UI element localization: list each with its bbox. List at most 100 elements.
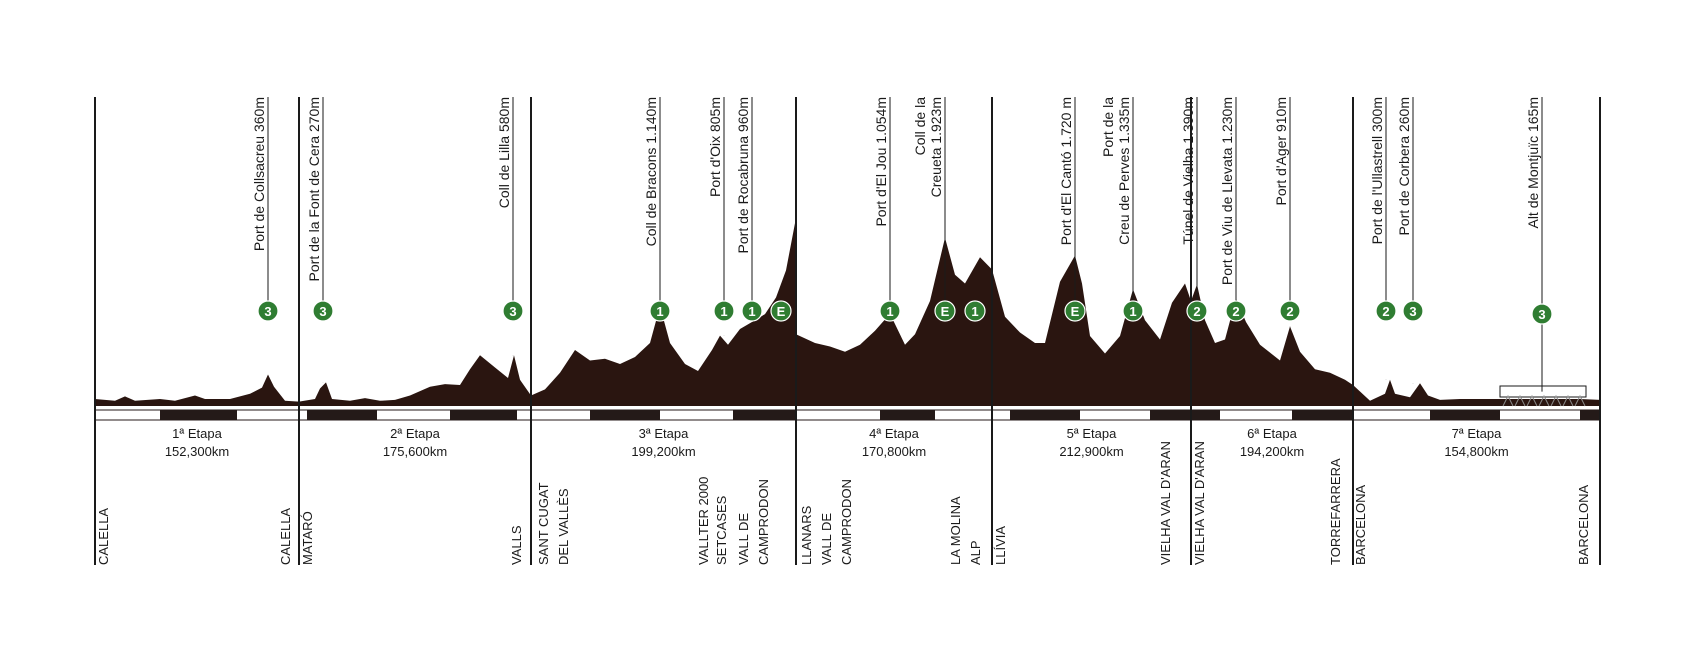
stage-label: 3ª Etapa [639, 426, 689, 441]
climb-label: Port d'Ager 910m [1273, 97, 1289, 206]
town-label: CALELLA [278, 508, 293, 565]
climb-label: Túnel de Vielha 1.390m [1180, 97, 1196, 245]
stage-label: 6ª Etapa [1247, 426, 1297, 441]
stage-label: 1ª Etapa [172, 426, 222, 441]
montjuic-lap-mark [1574, 394, 1586, 407]
climb-label: Port de Viu de Llevata 1.230m [1219, 97, 1235, 285]
distance-bar-segment [1430, 410, 1500, 420]
climb-label: Port de l'Ullastrell 300m [1369, 97, 1385, 244]
town-label: VIELHA VAL D'ARAN [1158, 441, 1173, 565]
badge-category-text: 1 [720, 304, 727, 319]
badge-circle [257, 300, 279, 322]
stage-distance: 152,300km [165, 444, 229, 459]
badge-circle [934, 300, 956, 322]
climb-category-badge: 2 [1279, 300, 1301, 322]
climb-category-badge: 1 [879, 300, 901, 322]
badge-category-text: 1 [971, 304, 978, 319]
badge-circle [1402, 300, 1424, 322]
town-label: LLÍVIA [993, 526, 1008, 565]
distance-bar-segment [590, 410, 660, 420]
montjuic-lap-mark [1514, 394, 1526, 407]
badge-circle [1186, 300, 1208, 322]
badge-category-text: 2 [1382, 304, 1389, 319]
badge-circle [1225, 300, 1247, 322]
town-label: BARCELONA [1576, 484, 1591, 565]
stage-7: Port de l'Ullastrell 300m 2 Port de Corber… [1353, 97, 1591, 565]
stage-5: Port d'El Cantó 1.720 m E Port de la Creu d… [993, 97, 1173, 565]
town-label-line: ALP [968, 540, 983, 565]
montjuic-lap-mark [1502, 394, 1514, 407]
stage-distance: 175,600km [383, 444, 447, 459]
climb-category-badge: E [934, 300, 956, 322]
badge-category-text: 3 [1538, 307, 1545, 322]
town-label-line: CAMPRODON [756, 479, 771, 565]
town-label: CALELLA [96, 508, 111, 565]
badge-category-text: 3 [319, 304, 326, 319]
badge-category-text: E [941, 304, 950, 319]
climb-category-badge: 2 [1375, 300, 1397, 322]
climb-category-badge: 1 [713, 300, 735, 322]
town-label-line: LLANARS [799, 505, 814, 565]
climb-label: Alt de Montjuïc 165m [1525, 97, 1541, 229]
stage-distance: 199,200km [631, 444, 695, 459]
elevation-profile-stage-1 [95, 374, 299, 406]
stage-distance: 212,900km [1059, 444, 1123, 459]
climb-label-line: Creueta 1.923m [928, 97, 944, 197]
climb-category-badge: 1 [1122, 300, 1144, 322]
badge-circle [1279, 300, 1301, 322]
stage-2: Port de la Font de Cera 270m 3 Coll de Lil… [300, 97, 524, 565]
town-label-line: DEL VALLÈS [556, 488, 571, 565]
badge-circle [1122, 300, 1144, 322]
climb-label: Coll de Bracons 1.140m [643, 97, 659, 246]
climb-label: Port de Corbera 260m [1396, 97, 1412, 236]
elevation-profile-stage-3 [531, 217, 796, 406]
town-label-line: SETCASES [714, 495, 729, 565]
elevation-profile-stage-2 [299, 355, 531, 406]
badge-circle [1375, 300, 1397, 322]
badge-category-text: 1 [1129, 304, 1136, 319]
stage-distance: 170,800km [862, 444, 926, 459]
town-label-line: VALL DE [819, 513, 834, 565]
distance-bar-segment [307, 410, 377, 420]
badge-category-text: 3 [264, 304, 271, 319]
town-label-line: SANT CUGAT [536, 482, 551, 565]
elevation-profile-stage-5 [992, 255, 1191, 406]
badge-circle [964, 300, 986, 322]
town-label: VIELHA VAL D'ARAN [1192, 441, 1207, 565]
montjuic-lap-mark [1562, 394, 1574, 407]
badge-circle [312, 300, 334, 322]
climb-label: Port de la Font de Cera 270m [306, 97, 322, 281]
climb-category-badge: 1 [964, 300, 986, 322]
town-label: BARCELONA [1353, 484, 1368, 565]
town-label-line: VALLTER 2000 [696, 477, 711, 565]
badge-category-text: E [1071, 304, 1080, 319]
climb-label: Coll de Lilla 580m [496, 97, 512, 208]
montjuic-circuit-box [1499, 385, 1587, 398]
elevation-profile-stage-7 [1353, 379, 1600, 406]
town-label-line: LA MOLINA [948, 496, 963, 565]
badge-category-text: 2 [1232, 304, 1239, 319]
climb-category-badge: E [1064, 300, 1086, 322]
badge-category-text: 3 [509, 304, 516, 319]
distance-bar-segment [1150, 410, 1220, 420]
badge-category-text: 2 [1193, 304, 1200, 319]
stage-label: 4ª Etapa [869, 426, 919, 441]
climb-label: Port d'El Jou 1.054m [873, 97, 889, 227]
stage-6: Túnel de Vielha 1.390m 2 Port de Viu de Ll… [1180, 97, 1343, 565]
badge-category-text: E [777, 304, 786, 319]
climb-category-badge: 3 [312, 300, 334, 322]
town-label: TORREFARRERA [1328, 458, 1343, 565]
badge-category-text: 3 [1409, 304, 1416, 319]
distance-bar-segment [880, 410, 935, 420]
badge-circle [649, 300, 671, 322]
town-label: VALLS [509, 525, 524, 565]
climb-category-badge: 1 [741, 300, 763, 322]
stage-label: 2ª Etapa [390, 426, 440, 441]
montjuic-lap-mark [1526, 394, 1538, 407]
badge-circle [713, 300, 735, 322]
stage-label: 5ª Etapa [1067, 426, 1117, 441]
stage-3: Coll de Bracons 1.140m 1 Port d'Oix 805m 1 P… [536, 97, 792, 565]
stage-label: 7ª Etapa [1452, 426, 1502, 441]
badge-circle [1531, 303, 1553, 325]
